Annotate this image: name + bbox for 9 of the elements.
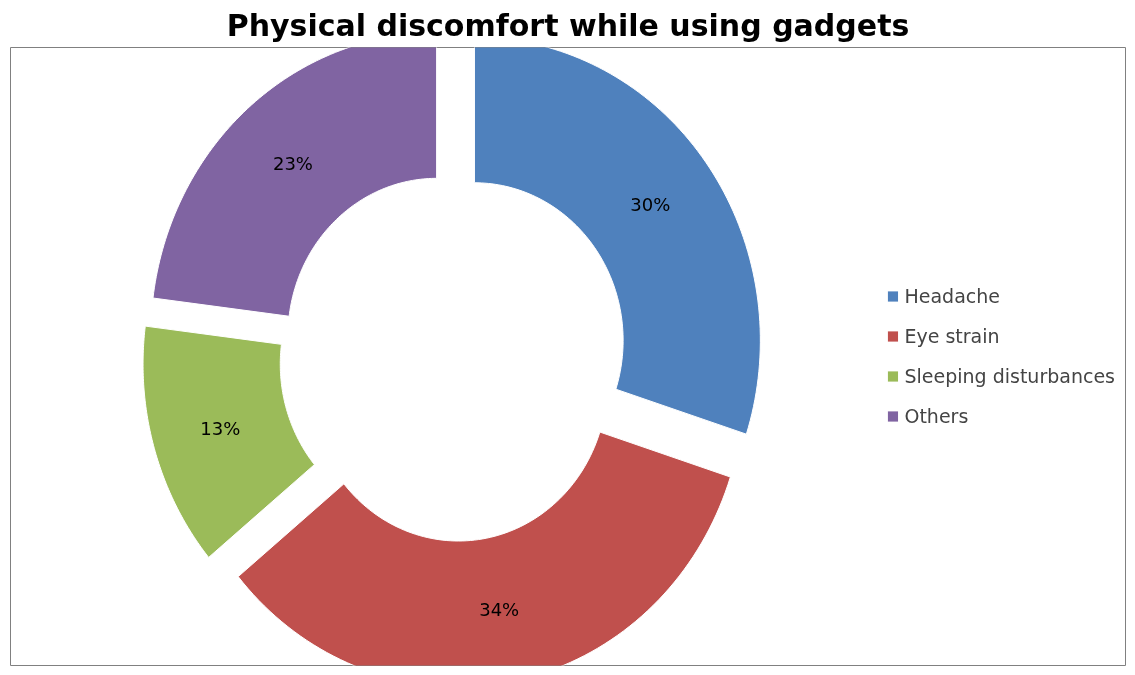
data-label: 13% bbox=[200, 417, 241, 439]
legend-label: Others bbox=[904, 405, 969, 427]
legend-label: Headache bbox=[904, 285, 1000, 307]
legend-label: Eye strain bbox=[904, 325, 1000, 347]
data-label: 30% bbox=[630, 194, 671, 216]
data-label: 23% bbox=[272, 152, 313, 174]
legend-label: Sleeping disturbances bbox=[904, 365, 1115, 387]
data-label: 34% bbox=[479, 599, 520, 621]
chart-title: Physical discomfort while using gadgets bbox=[226, 7, 910, 43]
